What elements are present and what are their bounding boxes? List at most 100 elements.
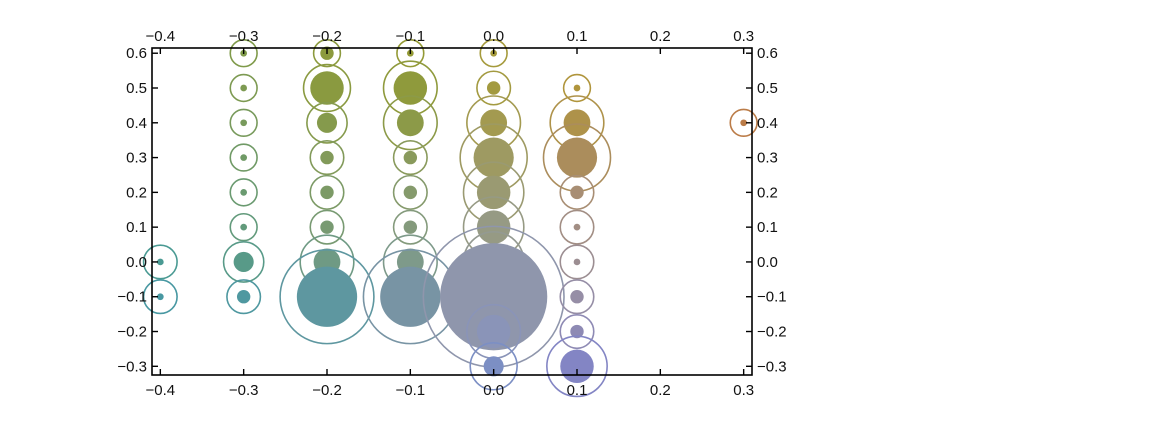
bubble-outer-ring xyxy=(546,335,608,398)
y-tick-label-left: 0.1 xyxy=(126,219,147,236)
x-tick-label-bottom: −0.1 xyxy=(396,382,426,399)
bubble-point xyxy=(559,244,595,280)
bubble-outer-ring xyxy=(309,174,345,210)
bubble-outer-ring xyxy=(559,174,595,210)
bubble-inner-dot xyxy=(563,109,591,137)
bubble-outer-ring xyxy=(309,209,345,245)
bubble-point xyxy=(562,73,592,103)
bubble-layer xyxy=(142,39,758,398)
bubble-inner-dot xyxy=(396,109,424,137)
bubble-inner-dot xyxy=(380,266,441,327)
bubble-point xyxy=(229,212,258,242)
x-tick-label-bottom: −0.3 xyxy=(229,382,259,399)
bubble-inner-dot xyxy=(393,71,428,105)
tick-layer xyxy=(152,48,752,375)
bubble-point xyxy=(309,209,345,245)
bubble-inner-dot xyxy=(570,324,584,339)
x-tick-label-bottom: 0.1 xyxy=(567,382,588,399)
bubble-inner-dot xyxy=(240,154,248,161)
bubble-point xyxy=(229,143,258,172)
bubble-inner-dot xyxy=(236,290,251,304)
bubble-inner-dot xyxy=(560,349,594,384)
bubble-outer-ring xyxy=(479,39,508,68)
bubble-outer-ring xyxy=(226,279,262,315)
bubble-inner-dot xyxy=(296,266,358,327)
bubble-inner-dot xyxy=(320,185,334,200)
x-tick-label-top: 0.2 xyxy=(650,28,671,45)
bubble-point xyxy=(559,209,595,245)
bubble-outer-ring xyxy=(222,241,265,283)
bubble-inner-dot xyxy=(233,251,254,272)
bubble-inner-dot xyxy=(570,185,584,200)
bubble-inner-dot xyxy=(476,175,511,210)
bubble-point xyxy=(309,174,345,210)
bubble-outer-ring xyxy=(302,63,352,113)
bubble-outer-ring xyxy=(229,143,258,172)
bubble-point xyxy=(142,279,178,315)
bubble-outer-ring xyxy=(142,244,178,280)
bubble-outer-ring xyxy=(142,279,178,315)
y-tick-label-right: 0.4 xyxy=(757,115,778,132)
bubble-inner-dot xyxy=(320,220,334,234)
bubble-point xyxy=(476,70,512,106)
bubble-inner-dot xyxy=(573,258,581,266)
bubble-outer-ring xyxy=(396,39,425,68)
bubble-outer-ring xyxy=(229,73,258,103)
bubble-point xyxy=(142,244,178,280)
bubble-point xyxy=(392,174,428,210)
bubble-inner-dot xyxy=(476,314,511,349)
bubble-outer-ring xyxy=(392,140,428,176)
bubble-outer-ring xyxy=(559,313,595,350)
bubble-outer-ring xyxy=(562,73,592,103)
y-tick-label-left: 0.6 xyxy=(126,45,147,62)
bubble-outer-ring xyxy=(279,249,375,345)
bubble-outer-ring xyxy=(476,70,512,106)
bubble-outer-ring xyxy=(559,209,595,245)
bubble-point xyxy=(469,342,518,391)
bubble-outer-ring xyxy=(559,279,595,315)
bubble-outer-ring xyxy=(559,244,595,280)
y-tick-label-left: 0.5 xyxy=(126,80,147,97)
bubble-outer-ring xyxy=(229,39,258,68)
bubble-outer-ring xyxy=(229,178,258,207)
y-tick-label-left: 0.2 xyxy=(126,184,147,201)
tick-label-layer: −0.4 −0.4 −0.3 −0.3 −0.2 −0.2 −0.1 −0.1 0.0 0.0 0.… xyxy=(117,28,786,399)
bubble-inner-dot xyxy=(156,258,164,266)
bubble-inner-dot xyxy=(156,293,164,301)
bubble-inner-dot xyxy=(316,112,338,133)
bubble-inner-dot xyxy=(473,137,514,178)
plot-frame xyxy=(151,47,753,376)
x-tick-label-top: 0.0 xyxy=(483,28,504,45)
bubble-inner-dot xyxy=(240,189,248,196)
x-tick-label-bottom: −0.2 xyxy=(312,382,342,399)
x-tick-label-top: −0.2 xyxy=(312,28,342,45)
y-tick-label-right: 0.0 xyxy=(757,254,778,271)
bubble-outer-ring xyxy=(469,342,518,391)
bubble-inner-dot xyxy=(483,356,504,377)
bubble-inner-dot xyxy=(573,84,581,92)
bubble-point xyxy=(222,241,265,283)
y-tick-label-right: 0.3 xyxy=(757,150,778,167)
y-tick-label-left: −0.1 xyxy=(117,289,147,306)
bubble-outer-ring xyxy=(306,101,348,144)
bubble-point xyxy=(392,209,428,245)
y-tick-label-right: −0.1 xyxy=(757,289,787,306)
bubble-outer-ring xyxy=(382,95,438,151)
x-tick-label-bottom: 0.3 xyxy=(733,382,754,399)
x-tick-label-top: −0.1 xyxy=(396,28,426,45)
bubble-inner-dot xyxy=(403,220,418,234)
bubble-inner-dot xyxy=(570,290,584,304)
bubble-outer-ring xyxy=(229,108,258,137)
bubble-inner-dot xyxy=(440,243,548,351)
x-tick-label-top: 0.1 xyxy=(567,28,588,45)
bubble-point xyxy=(306,101,348,144)
y-tick-label-left: 0.4 xyxy=(126,115,147,132)
y-tick-label-right: 0.5 xyxy=(757,80,778,97)
bubble-point xyxy=(392,140,428,176)
y-tick-label-right: −0.3 xyxy=(757,358,787,375)
bubble-point xyxy=(559,174,595,210)
y-tick-label-right: 0.2 xyxy=(757,184,778,201)
y-tick-label-left: 0.3 xyxy=(126,150,147,167)
x-tick-label-top: −0.3 xyxy=(229,28,259,45)
